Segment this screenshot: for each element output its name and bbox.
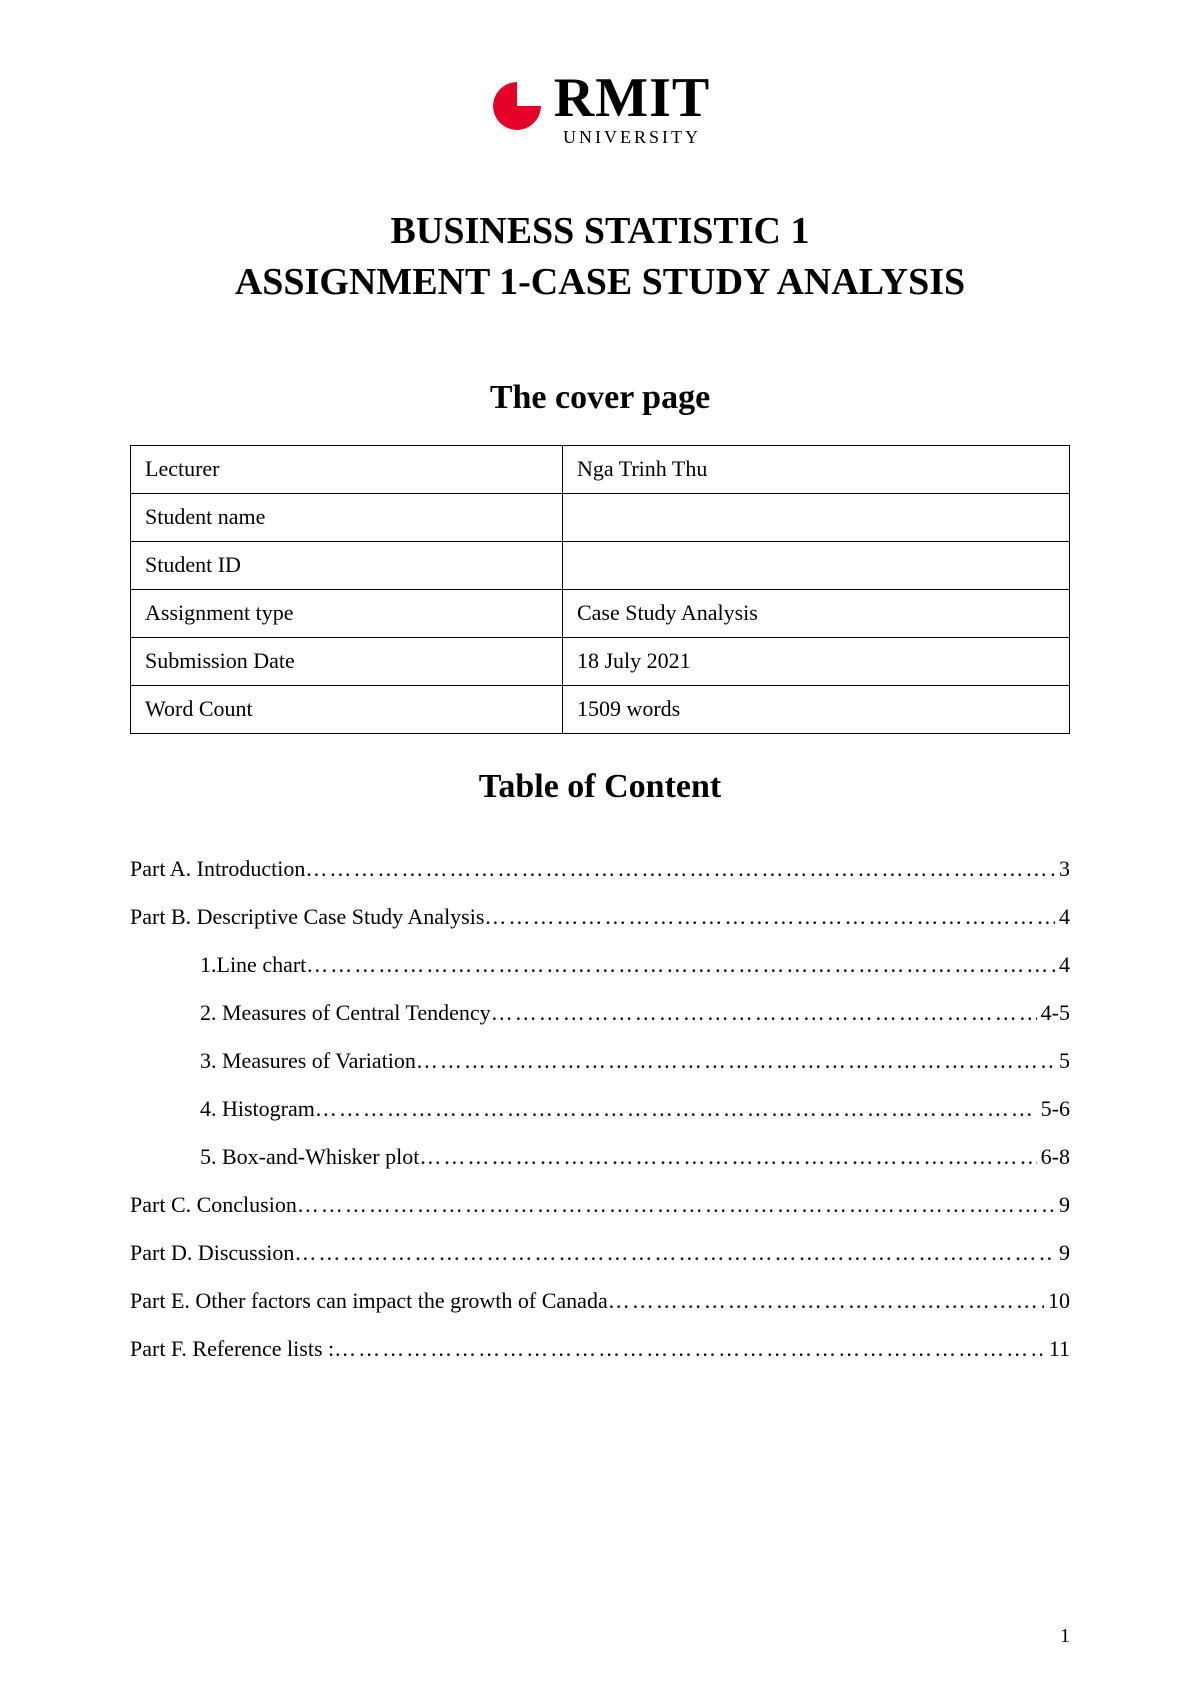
toc-leader-dots (608, 1288, 1044, 1314)
info-value: 1509 words (562, 685, 1069, 733)
page-number: 1 (1060, 1625, 1070, 1648)
toc-label: Part F. Reference lists : (130, 1336, 334, 1362)
info-label: Student name (131, 493, 563, 541)
toc-label: 4. Histogram (200, 1096, 315, 1122)
toc-leader-dots (305, 856, 1055, 882)
logo-container: RMIT UNIVERSITY (130, 70, 1070, 146)
logo-university-text: UNIVERSITY (563, 128, 701, 146)
table-row: LecturerNga Trinh Thu (131, 445, 1070, 493)
info-label: Submission Date (131, 637, 563, 685)
toc-page-number: 5 (1055, 1048, 1070, 1074)
info-label: Word Count (131, 685, 563, 733)
toc-label: 1.Line chart (200, 952, 306, 978)
toc-label: 2. Measures of Central Tendency (200, 1000, 491, 1026)
info-label: Assignment type (131, 589, 563, 637)
toc-page-number: 3 (1055, 856, 1070, 882)
info-label: Student ID (131, 541, 563, 589)
table-of-contents: Part A. Introduction 3 Part B. Descriptive… (130, 856, 1070, 1362)
toc-label: 3. Measures of Variation (200, 1048, 416, 1074)
info-value: 18 July 2021 (562, 637, 1069, 685)
info-value: Case Study Analysis (562, 589, 1069, 637)
table-row: Submission Date18 July 2021 (131, 637, 1070, 685)
toc-entry: 3. Measures of Variation 5 (130, 1048, 1070, 1074)
toc-entry: Part B. Descriptive Case Study Analysis 4 (130, 904, 1070, 930)
toc-leader-dots (491, 1000, 1037, 1026)
toc-leader-dots (334, 1336, 1045, 1362)
toc-page-number: 9 (1055, 1192, 1070, 1218)
toc-entry: Part F. Reference lists : 11 (130, 1336, 1070, 1362)
info-value: Nga Trinh Thu (562, 445, 1069, 493)
toc-entry: 2. Measures of Central Tendency 4-5 (130, 1000, 1070, 1026)
toc-entry: Part D. Discussion 9 (130, 1240, 1070, 1266)
toc-page-number: 4-5 (1037, 1000, 1070, 1026)
toc-entry: Part E. Other factors can impact the gro… (130, 1288, 1070, 1314)
toc-page-number: 10 (1044, 1288, 1070, 1314)
toc-entry: Part C. Conclusion 9 (130, 1192, 1070, 1218)
cover-info-table: LecturerNga Trinh ThuStudent nameStudent… (130, 445, 1070, 734)
info-value (562, 541, 1069, 589)
toc-entry: Part A. Introduction 3 (130, 856, 1070, 882)
toc-page-number: 4 (1055, 952, 1070, 978)
toc-leader-dots (416, 1048, 1055, 1074)
toc-page-number: 11 (1045, 1336, 1070, 1362)
toc-label: 5. Box-and-Whisker plot (200, 1144, 419, 1170)
info-value (562, 493, 1069, 541)
table-row: Student ID (131, 541, 1070, 589)
rmit-logo: RMIT UNIVERSITY (490, 70, 710, 146)
title-line-2: ASSIGNMENT 1-CASE STUDY ANALYSIS (130, 257, 1070, 308)
title-line-1: BUSINESS STATISTIC 1 (130, 206, 1070, 257)
rmit-wedge-icon (490, 79, 544, 138)
toc-leader-dots (297, 1192, 1055, 1218)
toc-leader-dots (306, 952, 1055, 978)
toc-label: Part B. Descriptive Case Study Analysis (130, 904, 484, 930)
toc-page-number: 5-6 (1037, 1096, 1070, 1122)
toc-label: Part A. Introduction (130, 856, 305, 882)
toc-label: Part E. Other factors can impact the gro… (130, 1288, 608, 1314)
table-row: Student name (131, 493, 1070, 541)
toc-entry: 1.Line chart 4 (130, 952, 1070, 978)
toc-page-number: 9 (1055, 1240, 1070, 1266)
logo-text: RMIT UNIVERSITY (554, 70, 710, 146)
toc-page-number: 4 (1055, 904, 1070, 930)
table-row: Word Count1509 words (131, 685, 1070, 733)
toc-page-number: 6-8 (1037, 1144, 1070, 1170)
toc-entry: 5. Box-and-Whisker plot 6-8 (130, 1144, 1070, 1170)
toc-leader-dots (419, 1144, 1036, 1170)
toc-leader-dots (294, 1240, 1055, 1266)
cover-page-heading: The cover page (130, 379, 1070, 417)
table-row: Assignment typeCase Study Analysis (131, 589, 1070, 637)
logo-rmit-text: RMIT (554, 70, 710, 126)
document-title: BUSINESS STATISTIC 1 ASSIGNMENT 1-CASE S… (130, 206, 1070, 309)
toc-leader-dots (315, 1096, 1037, 1122)
info-label: Lecturer (131, 445, 563, 493)
toc-label: Part C. Conclusion (130, 1192, 297, 1218)
toc-label: Part D. Discussion (130, 1240, 294, 1266)
toc-entry: 4. Histogram 5-6 (130, 1096, 1070, 1122)
toc-heading: Table of Content (130, 768, 1070, 806)
toc-leader-dots (484, 904, 1055, 930)
